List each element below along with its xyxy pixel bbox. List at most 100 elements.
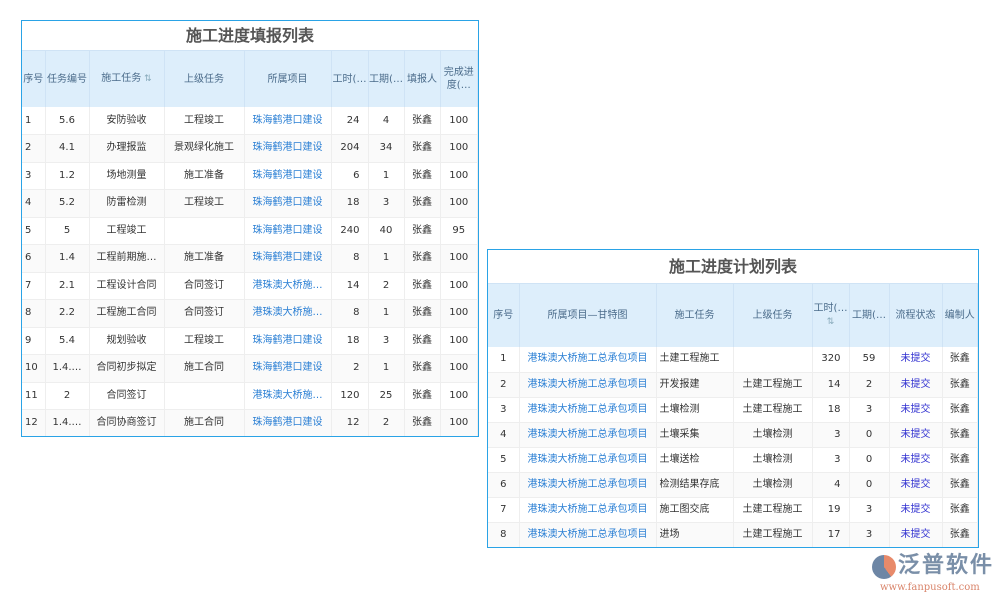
cell-project-link[interactable]: 港珠澳大桥施… xyxy=(244,299,332,328)
cell-parent-task: 施工合同 xyxy=(164,354,245,383)
table-row[interactable]: 5 港珠澳大桥施工总承包项目 土壤送检 土壤检测 3 0 未提交 张鑫 xyxy=(488,447,978,473)
cell-duration: 0 xyxy=(849,447,890,473)
table-row[interactable]: 1 港珠澳大桥施工总承包项目 土建工程施工 320 59 未提交 张鑫 xyxy=(488,347,978,373)
cell-project-link[interactable]: 港珠澳大桥施… xyxy=(244,272,332,300)
cell-task: 检测结果存底 xyxy=(656,472,734,498)
cell-duration: 3 xyxy=(368,327,405,355)
cell-project-link[interactable]: 珠海鹤港口建设 xyxy=(244,409,332,436)
table-row[interactable]: 7 2.1 工程设计合同 合同签订 港珠澳大桥施… 14 2 张鑫 100 xyxy=(22,272,478,300)
table-row[interactable]: 6 港珠澳大桥施工总承包项目 检测结果存底 土壤检测 4 0 未提交 张鑫 xyxy=(488,472,978,498)
cell-project-link[interactable]: 珠海鹤港口建设 xyxy=(244,244,332,273)
cell-author: 张鑫 xyxy=(942,347,978,373)
table-row[interactable]: 11 2 合同签订 港珠澳大桥施… 120 25 张鑫 100 xyxy=(22,382,478,410)
cell-project-link[interactable]: 珠海鹤港口建设 xyxy=(244,189,332,218)
cell-hours: 8 xyxy=(331,244,369,273)
cell-project-link[interactable]: 珠海鹤港口建设 xyxy=(244,134,332,163)
table-row[interactable]: 4 5.2 防雷检测 工程竣工 珠海鹤港口建设 18 3 张鑫 100 xyxy=(22,189,478,218)
table-row[interactable]: 2 4.1 办理报监 景观绿化施工 珠海鹤港口建设 204 34 张鑫 100 xyxy=(22,134,478,163)
table-row[interactable]: 2 港珠澳大桥施工总承包项目 开发报建 土建工程施工 14 2 未提交 张鑫 xyxy=(488,372,978,398)
cell-project-gantt-link[interactable]: 港珠澳大桥施工总承包项目 xyxy=(519,497,657,523)
column-header[interactable]: 工时(… xyxy=(331,51,369,107)
column-header[interactable]: 序号 xyxy=(22,51,46,107)
cell-status[interactable]: 未提交 xyxy=(889,347,943,373)
logo-text: 泛普软件 xyxy=(898,553,995,578)
cell-status[interactable]: 未提交 xyxy=(889,472,943,498)
table-row[interactable]: 8 2.2 工程施工合同 合同签订 港珠澳大桥施… 8 1 张鑫 100 xyxy=(22,299,478,328)
cell-status[interactable]: 未提交 xyxy=(889,422,943,448)
table-row[interactable]: 5 5 工程竣工 珠海鹤港口建设 240 40 张鑫 95 xyxy=(22,217,478,245)
cell-project-gantt-link[interactable]: 港珠澳大桥施工总承包项目 xyxy=(519,372,657,398)
cell-project-link[interactable]: 港珠澳大桥施… xyxy=(244,382,332,410)
cell-project-link[interactable]: 珠海鹤港口建设 xyxy=(244,217,332,245)
cell-reporter: 张鑫 xyxy=(404,244,441,273)
cell-duration: 2 xyxy=(849,372,890,398)
cell-parent-task: 土壤检测 xyxy=(733,472,813,498)
cell-task-code: 2.1 xyxy=(45,272,90,300)
column-header[interactable]: 序号 xyxy=(488,284,520,347)
table-row[interactable]: 7 港珠澳大桥施工总承包项目 施工图交底 土建工程施工 19 3 未提交 张鑫 xyxy=(488,497,978,523)
table-row[interactable]: 10 1.4.… 合同初步拟定 施工合同 珠海鹤港口建设 2 1 张鑫 100 xyxy=(22,354,478,383)
cell-project-link[interactable]: 珠海鹤港口建设 xyxy=(244,107,332,135)
cell-task: 合同签订 xyxy=(89,382,165,410)
column-header[interactable]: 流程状态 xyxy=(889,284,943,347)
table-row[interactable]: 6 1.4 工程前期施… 施工准备 珠海鹤港口建设 8 1 张鑫 100 xyxy=(22,244,478,273)
column-header[interactable]: 施工任务 ⇅ xyxy=(89,51,165,107)
cell-project-link[interactable]: 珠海鹤港口建设 xyxy=(244,162,332,190)
cell-project-gantt-link[interactable]: 港珠澳大桥施工总承包项目 xyxy=(519,347,657,373)
cell-status[interactable]: 未提交 xyxy=(889,397,943,423)
table-row[interactable]: 9 5.4 规划验收 工程竣工 珠海鹤港口建设 18 3 张鑫 100 xyxy=(22,327,478,355)
cell-status[interactable]: 未提交 xyxy=(889,522,943,547)
column-header-label: 工时(… xyxy=(813,303,848,314)
cell-status[interactable]: 未提交 xyxy=(889,447,943,473)
cell-project-gantt-link[interactable]: 港珠澳大桥施工总承包项目 xyxy=(519,447,657,473)
table-row[interactable]: 4 港珠澳大桥施工总承包项目 土壤采集 土壤检测 3 0 未提交 张鑫 xyxy=(488,422,978,448)
cell-index: 7 xyxy=(488,497,520,523)
column-header[interactable]: 所属项目 xyxy=(244,51,332,107)
column-header-label: 完成进度(… xyxy=(443,67,474,91)
column-header[interactable]: 上级任务 xyxy=(733,284,813,347)
column-header-label: 上级任务 xyxy=(184,73,224,85)
cell-index: 3 xyxy=(488,397,520,423)
column-header[interactable]: 工时(… ⇅ xyxy=(812,284,850,347)
column-header[interactable]: 填报人 xyxy=(404,51,441,107)
cell-hours: 240 xyxy=(331,217,369,245)
column-header[interactable]: 完成进度(… xyxy=(440,51,478,107)
cell-status[interactable]: 未提交 xyxy=(889,497,943,523)
cell-progress: 100 xyxy=(440,134,478,163)
cell-project-gantt-link[interactable]: 港珠澳大桥施工总承包项目 xyxy=(519,422,657,448)
cell-reporter: 张鑫 xyxy=(404,189,441,218)
cell-project-link[interactable]: 珠海鹤港口建设 xyxy=(244,354,332,383)
column-header[interactable]: 所属项目—甘特图 xyxy=(519,284,657,347)
column-header[interactable]: 工期(… xyxy=(849,284,890,347)
column-header[interactable]: 上级任务 xyxy=(164,51,245,107)
cell-duration: 34 xyxy=(368,134,405,163)
cell-project-gantt-link[interactable]: 港珠澳大桥施工总承包项目 xyxy=(519,397,657,423)
cell-hours: 320 xyxy=(812,347,850,373)
cell-reporter: 张鑫 xyxy=(404,217,441,245)
table-row[interactable]: 12 1.4.… 合同协商签订 施工合同 珠海鹤港口建设 12 2 张鑫 100 xyxy=(22,409,478,436)
cell-status[interactable]: 未提交 xyxy=(889,372,943,398)
column-header[interactable]: 工期(… xyxy=(368,51,405,107)
cell-task-code: 4.1 xyxy=(45,134,90,163)
cell-parent-task: 施工合同 xyxy=(164,409,245,436)
column-header[interactable]: 任务编号 xyxy=(45,51,90,107)
table-row[interactable]: 3 港珠澳大桥施工总承包项目 土壤检测 土建工程施工 18 3 未提交 张鑫 xyxy=(488,397,978,423)
column-header-label: 任务编号 xyxy=(47,73,87,85)
column-header[interactable]: 施工任务 xyxy=(656,284,734,347)
column-header[interactable]: 编制人 xyxy=(942,284,978,347)
column-header-label: 编制人 xyxy=(944,310,975,321)
cell-project-gantt-link[interactable]: 港珠澳大桥施工总承包项目 xyxy=(519,472,657,498)
cell-hours: 3 xyxy=(812,447,850,473)
cell-project-link[interactable]: 珠海鹤港口建设 xyxy=(244,327,332,355)
sort-icon[interactable]: ⇅ xyxy=(826,317,835,327)
sort-icon[interactable]: ⇅ xyxy=(141,74,152,84)
cell-task: 规划验收 xyxy=(89,327,165,355)
cell-task: 工程前期施… xyxy=(89,244,165,273)
cell-task-code: 5.4 xyxy=(45,327,90,355)
cell-index: 5 xyxy=(22,217,46,245)
table-row[interactable]: 8 港珠澳大桥施工总承包项目 进场 土建工程施工 17 3 未提交 张鑫 xyxy=(488,522,978,547)
cell-duration: 0 xyxy=(849,422,890,448)
table-row[interactable]: 1 5.6 安防验收 工程竣工 珠海鹤港口建设 24 4 张鑫 100 xyxy=(22,107,478,135)
table-row[interactable]: 3 1.2 场地测量 施工准备 珠海鹤港口建设 6 1 张鑫 100 xyxy=(22,162,478,190)
cell-project-gantt-link[interactable]: 港珠澳大桥施工总承包项目 xyxy=(519,522,657,547)
